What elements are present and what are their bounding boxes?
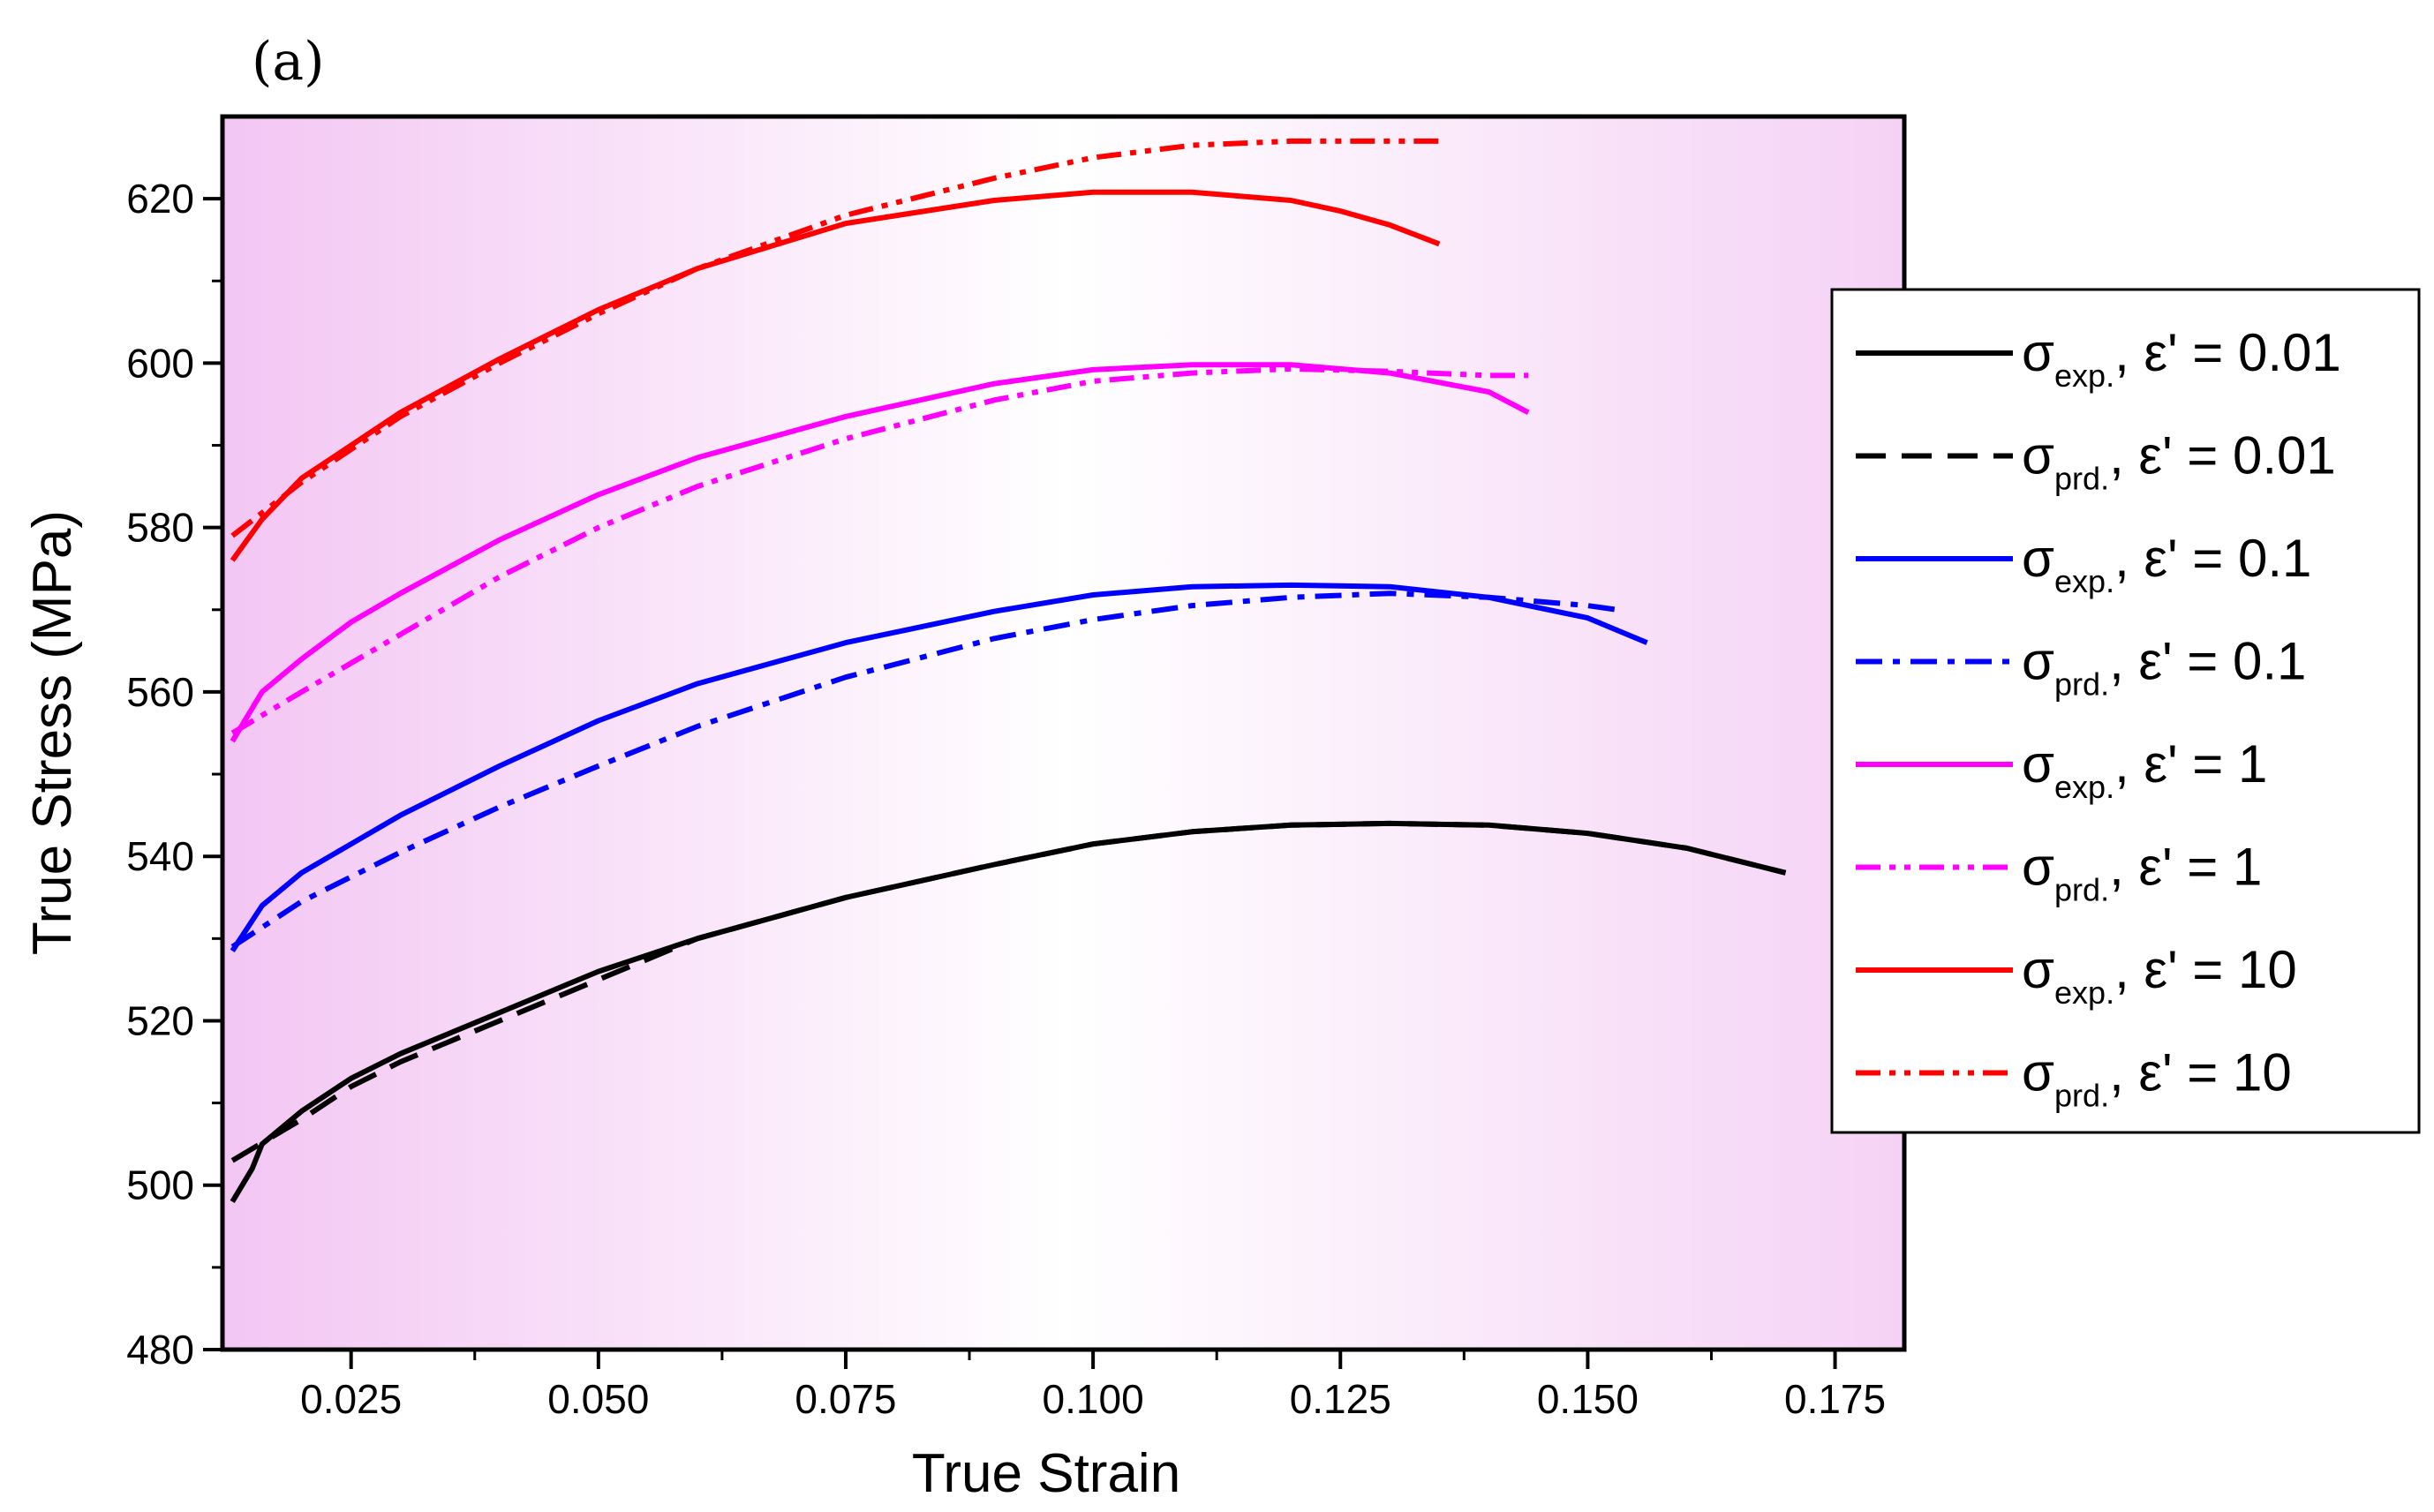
- legend-entry-2: σprd., ε' = 0.01: [2022, 426, 2336, 497]
- legend-entry-5: σexp., ε' = 1: [2022, 734, 2267, 805]
- series-line-8: [230, 138, 1440, 538]
- x-tick-label: 0.150: [1537, 1376, 1639, 1422]
- series-layer: [230, 138, 1787, 1203]
- x-tick-label: 0.100: [1043, 1376, 1144, 1422]
- legend: σexp., ε' = 0.01 σprd., ε' = 0.01 σexp., ε…: [1830, 288, 2421, 1134]
- series-line-3: [230, 582, 1648, 952]
- legend-entry-8: σprd., ε' = 10: [2022, 1043, 2292, 1114]
- legend-entry-4: σprd., ε' = 0.1: [2022, 632, 2306, 703]
- x-axis-title: True Strain: [912, 1443, 1180, 1504]
- y-tick-label: 620: [126, 176, 194, 222]
- y-tick-label: 600: [126, 340, 194, 386]
- x-tick-label: 0.050: [547, 1376, 649, 1422]
- plot-background: [222, 117, 1904, 1350]
- series-line-5: [230, 362, 1530, 743]
- y-tick-label: 480: [126, 1327, 194, 1373]
- axes-layer: 0.025 0.050 0.075 0.100 0.125 0.150 0.175 480 50…: [126, 176, 1886, 1422]
- series-line-7: [230, 189, 1441, 562]
- x-tick-label: 0.075: [795, 1376, 896, 1422]
- legend-entry-3: σexp., ε' = 0.1: [2022, 529, 2311, 599]
- y-tick-label: 540: [126, 833, 194, 879]
- series-line-2: [230, 820, 1787, 1163]
- y-tick-label: 560: [126, 669, 194, 715]
- y-axis-title: True Stress (MPa): [22, 510, 83, 955]
- panel-label: (a): [252, 31, 325, 93]
- legend-entry-1: σexp., ε' = 0.01: [2022, 323, 2341, 394]
- legend-box: [1830, 288, 2421, 1134]
- series-line-4: [230, 591, 1618, 950]
- x-tick-label: 0.125: [1290, 1376, 1391, 1422]
- series-line-6: [230, 365, 1529, 736]
- legend-entry-6: σprd., ε' = 1: [2022, 838, 2262, 908]
- x-tick-label: 0.025: [300, 1376, 402, 1422]
- x-tick-label: 0.175: [1784, 1376, 1886, 1422]
- y-tick-label: 500: [126, 1162, 194, 1208]
- y-tick-label: 580: [126, 505, 194, 551]
- y-tick-label: 520: [126, 997, 194, 1043]
- legend-entry-7: σexp., ε' = 10: [2022, 940, 2297, 1011]
